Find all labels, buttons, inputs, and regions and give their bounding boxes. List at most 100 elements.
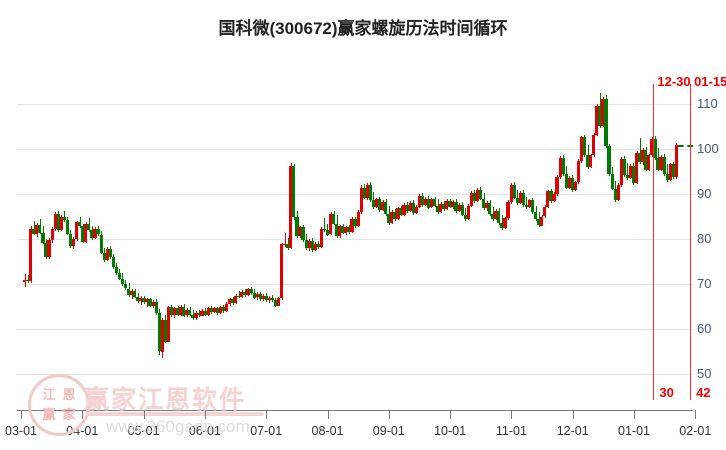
candle-wick [146,297,148,307]
candle-body [534,212,538,220]
candle-body [417,195,421,207]
candle-body [448,201,452,207]
candle-body [384,202,388,214]
candle-body [362,187,366,198]
candle-body [130,291,134,295]
candle-body [221,307,226,311]
candle-body [50,229,54,240]
candle-wick [492,206,494,221]
candle-body [540,216,544,226]
candle-body [108,248,112,257]
candle-body [564,174,568,188]
x-axis-tick-mark [143,410,145,419]
candle-body [136,296,140,302]
candle-body [475,189,480,202]
candle-body [365,185,369,198]
x-axis-tick-01-01: 01-01 [618,424,650,438]
candle-body [139,297,143,302]
candle-body [65,220,70,234]
gridline-50 [17,374,693,375]
candle-body [78,222,82,226]
candle-body [75,222,79,240]
candle-body [396,208,400,220]
candle-body [500,222,504,229]
candle-body [558,158,562,177]
candle-body [631,166,636,184]
candle-body [295,217,299,237]
gridline-80 [17,239,693,240]
x-axis-tick-09-01: 09-01 [372,424,405,438]
candle-body [169,307,174,316]
candle-body [381,202,385,211]
candle-body [491,213,495,220]
candle-body [592,134,596,156]
y-axis-tick-60: 60 [697,321,712,336]
candle-body [659,157,663,170]
candle-body [356,212,360,227]
candle-body [530,200,535,212]
candle-body [647,155,651,170]
candle-body [96,229,100,235]
candle-body [258,293,262,300]
candle-body [68,233,73,247]
candle-body [29,228,33,282]
candle-body [255,293,259,298]
candle-body [148,299,152,306]
candle-body [377,199,382,211]
candle-body [466,205,470,220]
candle-body [610,174,614,189]
candle-body [332,213,336,224]
candle-wick [284,232,286,248]
candle-body [304,239,308,248]
candle-wick [501,214,503,230]
candle-body [451,202,455,207]
candle-body [515,197,519,203]
candle-body [191,314,195,319]
candle-body [350,219,354,232]
candle-body [420,195,424,205]
candle-body [231,299,235,303]
watermark-bar [86,412,264,416]
candle-body [463,214,467,220]
candle-body [576,160,581,183]
candle-body [215,308,219,313]
candle-body [23,279,27,282]
candle-body [402,204,406,215]
candle-body [579,137,584,161]
candle-body [270,297,275,301]
candle-body [114,267,118,274]
candle-body [368,185,372,201]
x-axis-tick-mark [695,410,697,419]
candle-body [338,226,342,237]
candle-body [494,211,498,220]
x-axis-tick-05-01: 05-01 [127,424,160,438]
candle-body [325,230,330,235]
candle-body [32,228,36,234]
candle-wick [627,162,629,180]
candle-body [182,306,186,316]
candle-body [604,98,608,147]
candle-body [111,257,115,268]
candle-body [145,299,149,302]
candle-body [289,166,293,248]
candle-body [457,204,461,212]
candle-body [671,164,675,177]
candle-body [335,223,339,237]
candle-body [423,198,428,205]
x-axis-tick-mark [327,410,329,419]
candle-body [237,295,241,297]
candle-body [329,213,333,235]
x-axis-tick-10-01: 10-01 [434,424,467,438]
x-axis-tick-03-01: 03-01 [5,424,37,438]
candle-body [209,308,213,312]
candle-body [203,311,207,315]
candle-body [497,211,501,223]
candle-body [393,212,397,220]
chart-plot-area [17,60,693,410]
y-axis-tick-90: 90 [697,186,712,201]
candle-body [347,227,351,232]
candle-body [552,194,556,202]
candle-wick [526,196,528,210]
candle-body [313,243,317,250]
candle-body [414,206,418,213]
